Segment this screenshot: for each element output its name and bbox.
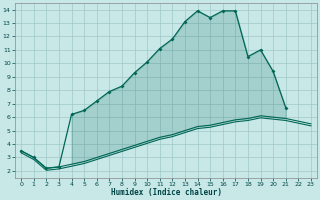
X-axis label: Humidex (Indice chaleur): Humidex (Indice chaleur): [110, 188, 221, 197]
